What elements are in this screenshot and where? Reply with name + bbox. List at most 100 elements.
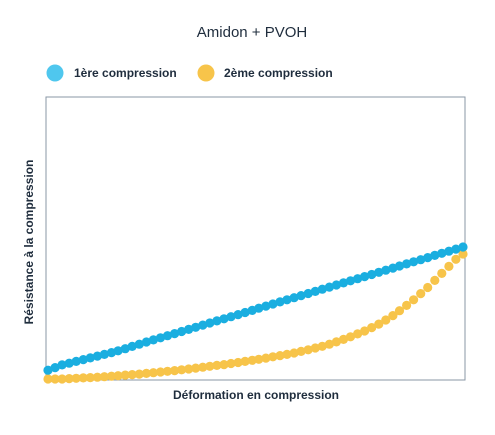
series-2-point	[240, 356, 250, 366]
series-2-point	[394, 306, 405, 316]
series-1-point	[205, 318, 215, 328]
legend-marker-series-1	[46, 64, 64, 82]
series-1-point	[92, 351, 102, 361]
series-2-point	[233, 357, 243, 368]
series-2-point	[409, 295, 419, 305]
series-2-point	[148, 368, 158, 378]
series-1-point	[170, 329, 180, 339]
series-1-point	[353, 274, 363, 284]
series-1-point	[212, 316, 222, 326]
series-2-point	[64, 374, 74, 384]
series-2-point	[430, 275, 440, 285]
series-2-point	[177, 365, 187, 375]
series-2-point	[170, 366, 180, 376]
series-2-point	[254, 354, 264, 364]
series-2-point	[451, 254, 461, 264]
series-2-point	[205, 361, 215, 371]
series-1-point	[148, 335, 158, 345]
series-2-point	[127, 370, 137, 380]
series-2-point	[374, 319, 384, 329]
series-1-point	[345, 276, 356, 286]
series-2-point	[331, 337, 341, 347]
series-1-point	[191, 322, 201, 332]
series-1-point	[155, 333, 166, 343]
series-1-point	[184, 324, 194, 334]
series-2-point	[458, 249, 468, 259]
series-1-point	[402, 259, 412, 269]
series-1-point	[268, 299, 278, 309]
series-2-point	[289, 348, 299, 358]
series-1-point	[254, 303, 264, 313]
series-2-point	[85, 373, 95, 383]
series-2-point	[268, 352, 278, 362]
series-2-point	[416, 289, 426, 299]
chart-title: Amidon + PVOH	[197, 24, 307, 41]
series-1-point	[99, 349, 109, 359]
legend-marker-series-2	[197, 64, 215, 82]
series-2-point	[423, 282, 433, 293]
series-2-point	[50, 374, 60, 384]
series-2-point	[162, 366, 173, 376]
series-1-point	[444, 246, 454, 256]
series-1-point	[338, 278, 349, 288]
series-2-point	[303, 345, 313, 355]
series-1-point	[289, 293, 299, 303]
series-2-point	[155, 367, 166, 377]
series-2-point	[317, 341, 327, 351]
series-2-point	[282, 349, 292, 359]
series-1-point	[113, 346, 123, 356]
series-2-point	[402, 300, 412, 310]
series-1-point	[127, 341, 137, 351]
series-2-point	[43, 374, 53, 384]
series-1-point	[120, 344, 130, 354]
series-1-point	[141, 337, 151, 347]
series-2-point	[324, 339, 334, 349]
series-2-point	[184, 364, 194, 374]
series-1-point	[324, 282, 334, 292]
series-1-point	[416, 255, 426, 265]
legend-label-series-2: 2ème compression	[224, 66, 333, 80]
series-1-point	[85, 353, 95, 363]
series-1-point	[226, 312, 236, 322]
series-2-point	[113, 371, 123, 381]
series-1-point	[423, 253, 433, 263]
series-2-point	[198, 362, 208, 372]
series-2-point	[275, 351, 285, 361]
series-1-point	[282, 295, 292, 305]
plot-area	[45, 96, 466, 381]
series-1-point	[78, 355, 88, 365]
series-1-point	[409, 257, 419, 267]
legend: 1ère compression 2ème compression	[46, 64, 333, 82]
series-1-point	[233, 310, 243, 320]
series-1-point	[275, 297, 285, 307]
series-1-point	[57, 360, 67, 370]
series-2-point	[310, 343, 320, 353]
series-2-point	[226, 358, 236, 369]
series-1-point	[394, 261, 405, 271]
series-2-point	[134, 369, 144, 379]
series-2-point	[381, 315, 391, 325]
series-1-point	[331, 280, 341, 290]
series-2-point	[444, 261, 454, 271]
series-1-point	[198, 320, 208, 330]
y-axis-label: Résistance à la compression	[22, 160, 36, 325]
series-1-point	[43, 365, 53, 375]
series-2-point	[261, 353, 271, 363]
series-1-point	[430, 250, 440, 260]
data-marks	[43, 242, 468, 384]
series-1-point	[317, 284, 327, 294]
series-2-point	[219, 360, 229, 370]
series-1-point	[240, 307, 250, 318]
series-1-point	[71, 356, 81, 366]
series-1-point	[134, 339, 144, 349]
series-2-point	[71, 373, 81, 383]
x-axis-label: Déformation en compression	[173, 388, 339, 402]
series-1-point	[381, 265, 391, 275]
series-1-point	[374, 267, 384, 277]
series-2-point	[437, 268, 447, 278]
series-1-point	[64, 358, 74, 368]
series-2-point	[212, 360, 222, 370]
series-1-point	[458, 242, 468, 252]
legend-label-series-1: 1ère compression	[74, 66, 177, 80]
